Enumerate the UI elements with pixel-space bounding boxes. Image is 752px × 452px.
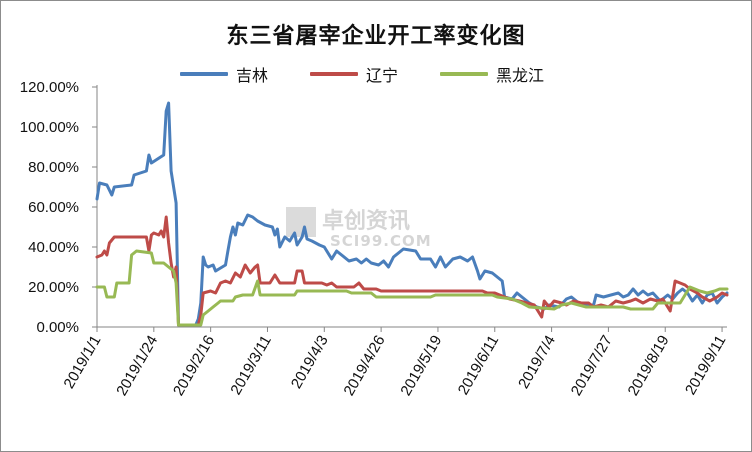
x-tick-label: 2019/4/3 — [288, 333, 332, 392]
legend-label-heilongjiang: 黑龙江 — [496, 66, 545, 85]
y-tick-label: 0.00% — [36, 319, 79, 336]
legend-item-liaoning: 辽宁 — [310, 62, 398, 86]
x-tick-labels: 2019/1/1 2019/1/24 2019/2/16 2019/3/11 2019/… — [61, 333, 730, 399]
legend-swatch-liaoning — [310, 72, 359, 76]
legend-swatch-jilin — [180, 72, 228, 76]
chart-legend: 吉林 辽宁 黑龙江 — [180, 62, 544, 86]
legend-swatch-heilongjiang — [440, 72, 489, 76]
series-line-liaoning — [95, 215, 729, 327]
x-tick-label: 2019/3/11 — [227, 333, 275, 398]
x-tick-label: 2019/1/1 — [61, 333, 105, 392]
watermark-logo-icon — [286, 207, 316, 237]
y-tick-label: 40.00% — [28, 239, 79, 256]
y-tick-label: 120.00% — [20, 79, 79, 96]
y-tick-label: 60.00% — [28, 199, 79, 216]
watermark-cn: 卓创资讯 — [322, 209, 410, 234]
legend-item-jilin: 吉林 — [180, 62, 268, 86]
x-tick-label: 2019/5/19 — [397, 333, 445, 399]
y-tick-label: 100.00% — [20, 119, 79, 136]
series-lines — [95, 101, 729, 327]
legend-label-jilin: 吉林 — [236, 66, 269, 85]
y-tick-label: 80.00% — [28, 159, 79, 176]
x-tick-label: 2019/7/27 — [568, 333, 616, 399]
legend-label-liaoning: 辽宁 — [366, 66, 399, 85]
watermark-en: SCI99.COM — [330, 232, 432, 250]
series-line-heilongjiang — [95, 249, 729, 327]
x-tick-label: 2019/4/26 — [340, 333, 388, 399]
x-tick-label: 2019/7/4 — [515, 333, 559, 392]
x-tick-label: 2019/6/11 — [455, 333, 503, 398]
watermark: 卓创资讯 SCI99.COM — [286, 207, 432, 250]
x-tick-label: 2019/8/19 — [625, 333, 673, 399]
x-tick-label: 2019/9/11 — [682, 333, 730, 398]
legend-item-heilongjiang: 黑龙江 — [440, 62, 544, 86]
y-tick-label: 20.00% — [28, 279, 79, 296]
chart-title: 东三省屠宰企业开工率变化图 — [226, 24, 526, 49]
series-line-jilin — [95, 101, 729, 327]
x-tick-label: 2019/1/24 — [113, 333, 161, 399]
y-tick-labels: 0.00% 20.00% 40.00% 60.00% 80.00% 100.00% 120.… — [20, 79, 79, 336]
x-tick-label: 2019/2/16 — [170, 333, 218, 399]
